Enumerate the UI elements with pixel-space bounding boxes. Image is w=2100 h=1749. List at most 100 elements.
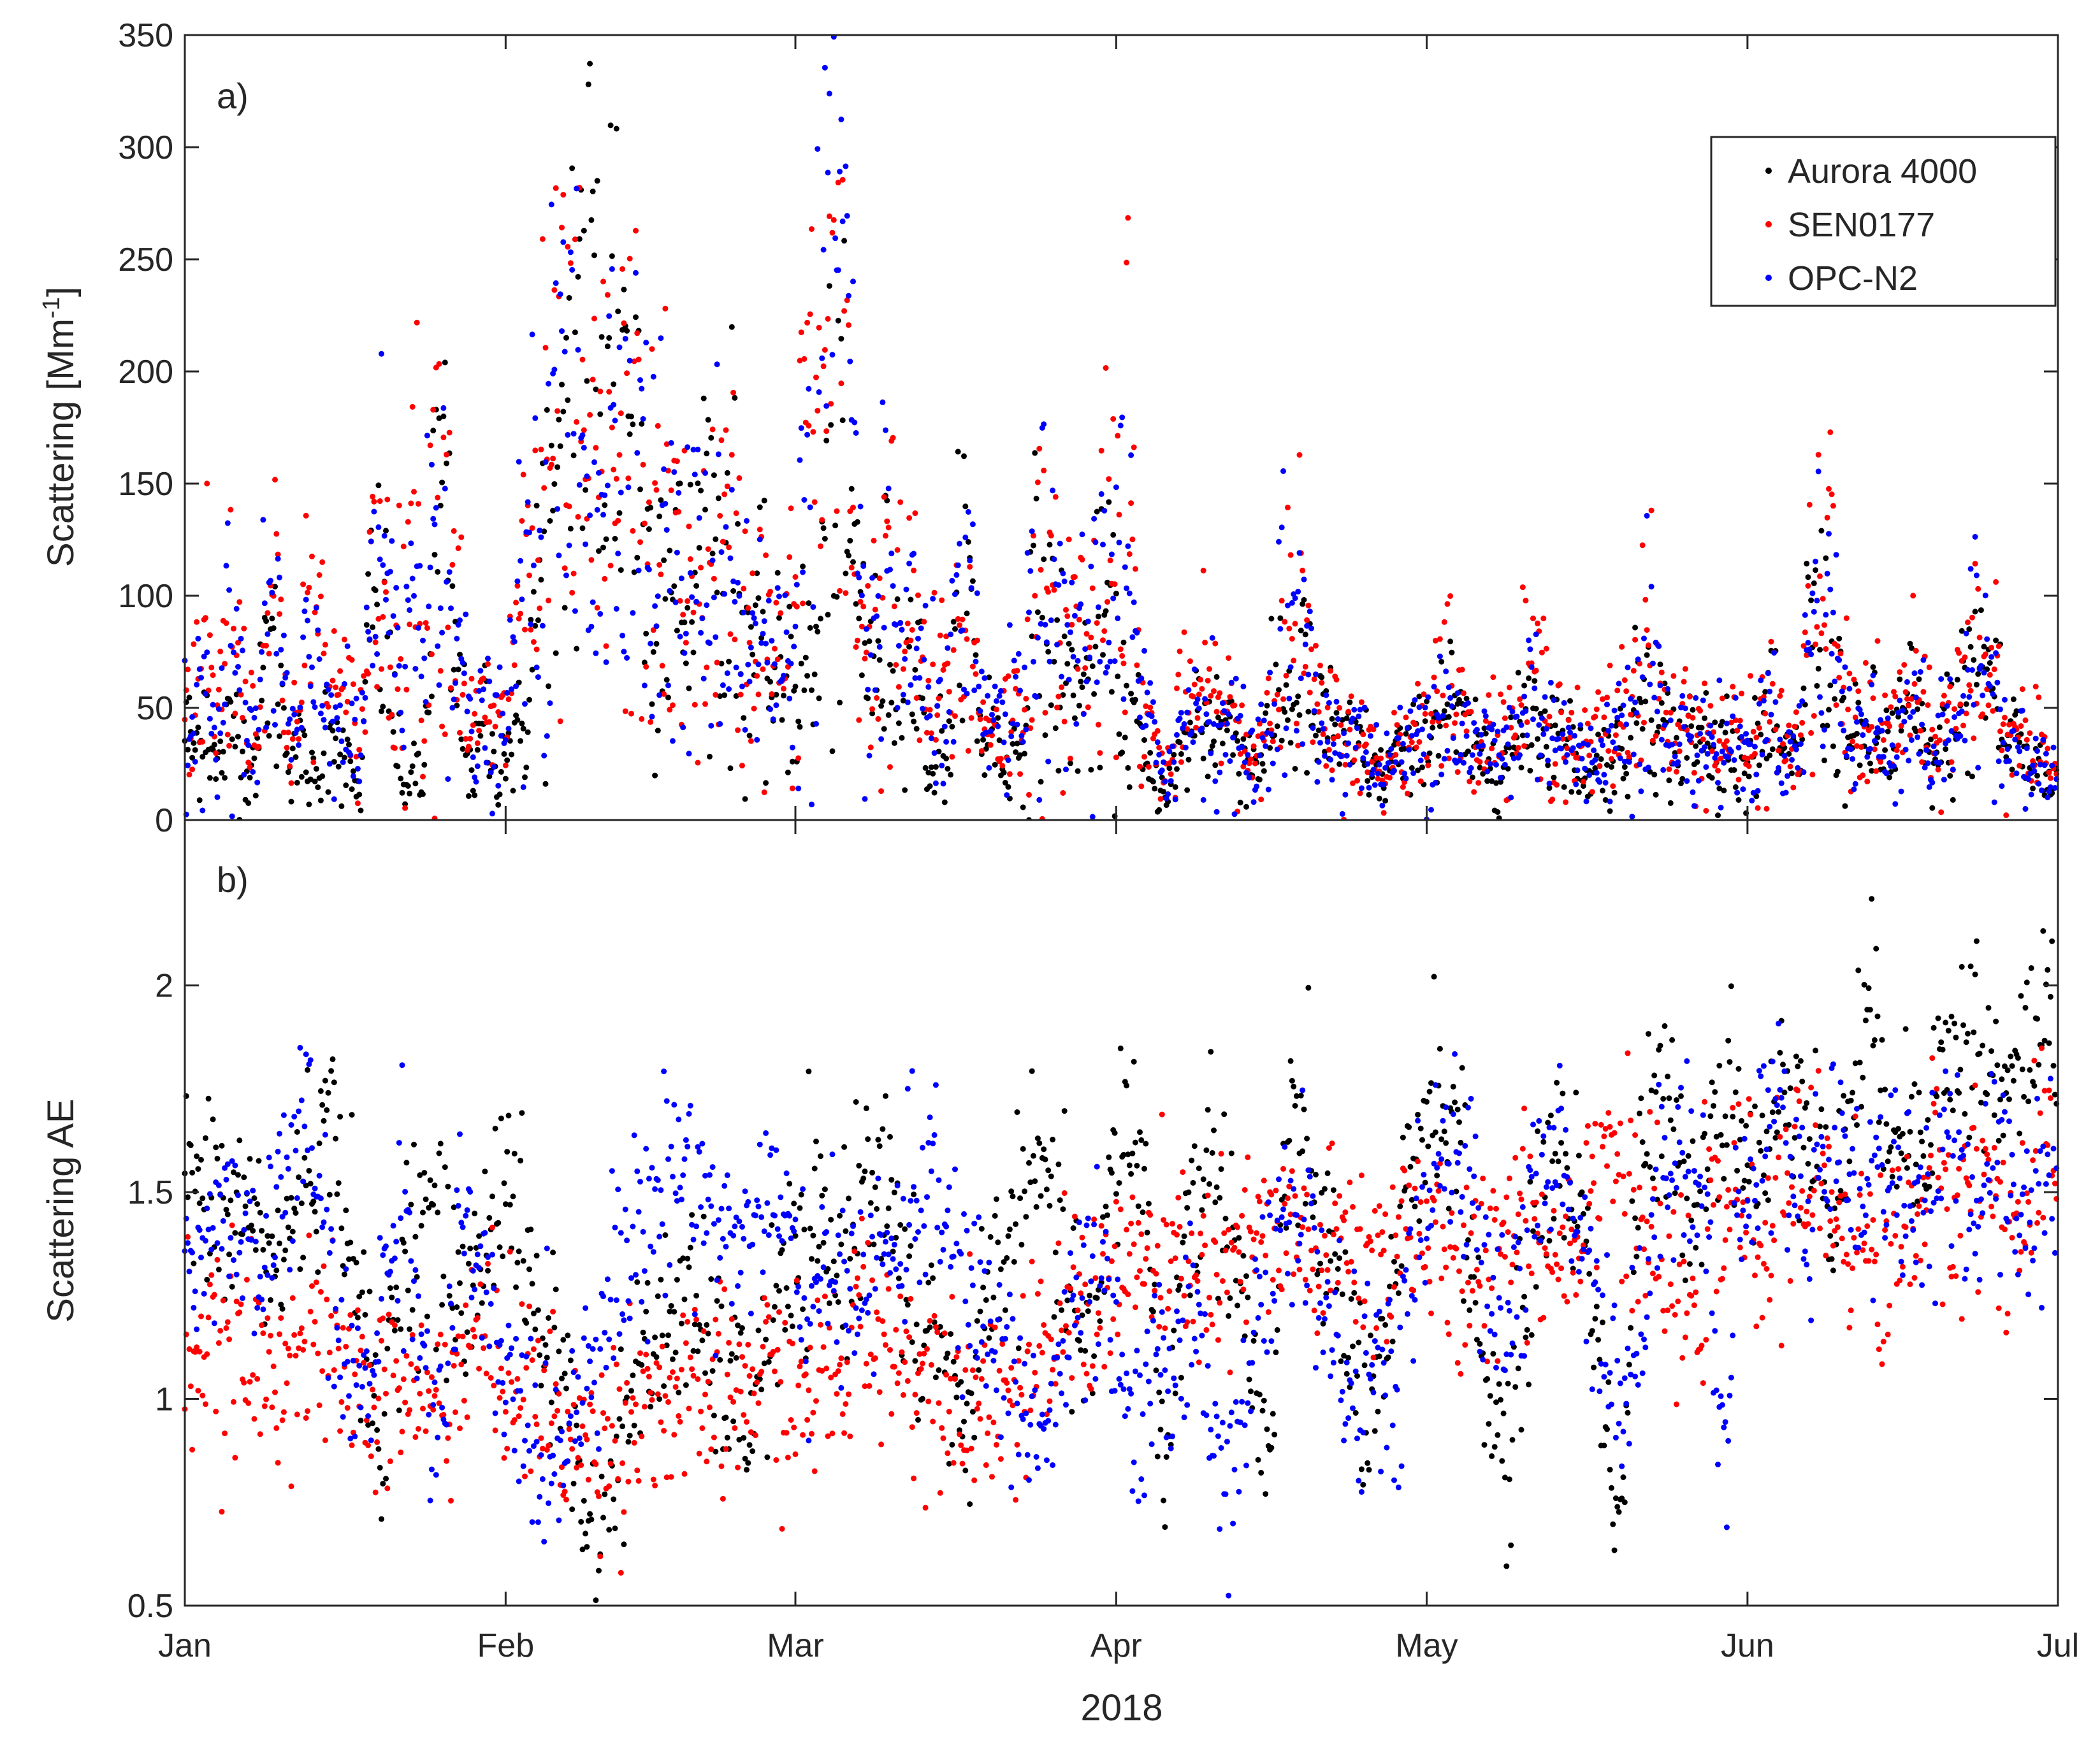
data-point bbox=[1570, 724, 1576, 730]
data-point bbox=[839, 417, 846, 424]
data-point bbox=[1326, 747, 1332, 753]
data-point bbox=[969, 578, 976, 584]
data-point bbox=[634, 554, 641, 561]
data-point bbox=[1982, 593, 1988, 599]
data-point bbox=[252, 705, 259, 712]
data-point bbox=[1240, 1253, 1247, 1259]
data-point bbox=[1702, 680, 1708, 687]
data-point bbox=[312, 609, 318, 615]
data-point bbox=[1521, 1293, 1528, 1300]
data-point bbox=[294, 1129, 300, 1135]
data-point bbox=[387, 1285, 393, 1292]
data-point bbox=[992, 683, 998, 689]
data-point bbox=[583, 487, 589, 493]
data-point bbox=[1987, 672, 1993, 678]
data-point bbox=[252, 1247, 259, 1253]
data-point bbox=[945, 645, 951, 651]
data-point bbox=[1906, 758, 1912, 764]
data-point bbox=[866, 638, 873, 644]
data-point bbox=[1431, 674, 1437, 680]
data-point bbox=[554, 408, 561, 414]
data-point bbox=[1115, 433, 1121, 439]
data-point bbox=[1046, 658, 1053, 665]
data-point bbox=[1014, 1109, 1020, 1115]
ytick-label: 300 bbox=[118, 129, 173, 166]
data-point bbox=[683, 660, 689, 666]
data-point bbox=[1546, 781, 1553, 787]
data-point bbox=[621, 286, 627, 292]
data-point bbox=[444, 460, 450, 466]
data-point bbox=[1419, 1137, 1425, 1143]
data-point bbox=[1574, 767, 1581, 774]
data-point bbox=[1795, 1063, 1801, 1070]
data-point bbox=[1083, 631, 1090, 637]
data-point bbox=[1756, 725, 1762, 731]
data-point bbox=[1134, 1163, 1140, 1169]
data-point bbox=[433, 505, 439, 511]
data-point bbox=[714, 361, 720, 368]
data-point bbox=[781, 693, 786, 699]
data-point bbox=[2027, 770, 2033, 777]
data-point bbox=[1361, 704, 1368, 710]
data-point bbox=[1805, 640, 1811, 646]
data-point bbox=[306, 1167, 312, 1174]
data-point bbox=[1623, 770, 1630, 777]
data-point bbox=[1852, 781, 1858, 787]
data-point bbox=[460, 691, 466, 698]
data-point bbox=[1248, 756, 1254, 763]
data-point bbox=[1963, 710, 1969, 717]
data-point bbox=[785, 769, 791, 775]
data-point bbox=[1688, 733, 1695, 740]
data-point bbox=[1200, 755, 1206, 761]
data-point bbox=[893, 622, 899, 628]
data-point bbox=[950, 738, 957, 745]
data-point bbox=[1690, 789, 1696, 795]
data-point bbox=[856, 574, 862, 580]
data-point bbox=[1486, 692, 1492, 698]
data-point bbox=[431, 552, 438, 558]
data-point bbox=[862, 640, 868, 646]
data-point bbox=[495, 782, 502, 789]
data-point bbox=[264, 1233, 271, 1239]
data-point bbox=[609, 424, 615, 431]
data-point bbox=[709, 558, 716, 564]
data-point bbox=[732, 394, 738, 401]
data-point bbox=[977, 716, 983, 723]
data-point bbox=[1854, 719, 1860, 725]
data-point bbox=[474, 740, 481, 746]
data-point bbox=[291, 679, 298, 686]
data-point bbox=[196, 797, 203, 803]
data-point bbox=[316, 572, 322, 578]
data-point bbox=[520, 471, 526, 478]
data-point bbox=[421, 738, 428, 744]
data-point bbox=[1416, 693, 1423, 700]
data-point bbox=[298, 699, 305, 705]
data-point bbox=[1150, 779, 1156, 785]
data-point bbox=[1841, 728, 1847, 734]
data-point bbox=[969, 1409, 976, 1415]
data-point bbox=[1345, 1355, 1352, 1361]
data-point bbox=[637, 486, 643, 493]
data-point bbox=[811, 671, 818, 677]
data-point bbox=[535, 674, 541, 680]
data-point bbox=[985, 693, 991, 699]
data-point bbox=[1226, 655, 1232, 661]
data-point bbox=[1412, 1204, 1418, 1210]
data-point bbox=[1897, 676, 1903, 682]
data-point bbox=[1304, 770, 1310, 776]
data-point bbox=[391, 1327, 398, 1334]
data-point bbox=[1112, 1130, 1118, 1136]
data-point bbox=[773, 600, 779, 606]
data-point bbox=[1808, 597, 1814, 603]
data-point bbox=[1693, 743, 1699, 749]
data-point bbox=[1929, 726, 1936, 733]
ytick-label: 50 bbox=[136, 690, 173, 727]
data-point bbox=[1702, 744, 1708, 751]
data-point bbox=[317, 1088, 324, 1094]
data-point bbox=[1426, 1088, 1433, 1095]
data-point bbox=[581, 427, 587, 433]
data-point bbox=[1653, 1089, 1659, 1095]
data-point bbox=[819, 355, 825, 361]
data-point bbox=[655, 1293, 661, 1299]
data-point bbox=[233, 605, 240, 612]
